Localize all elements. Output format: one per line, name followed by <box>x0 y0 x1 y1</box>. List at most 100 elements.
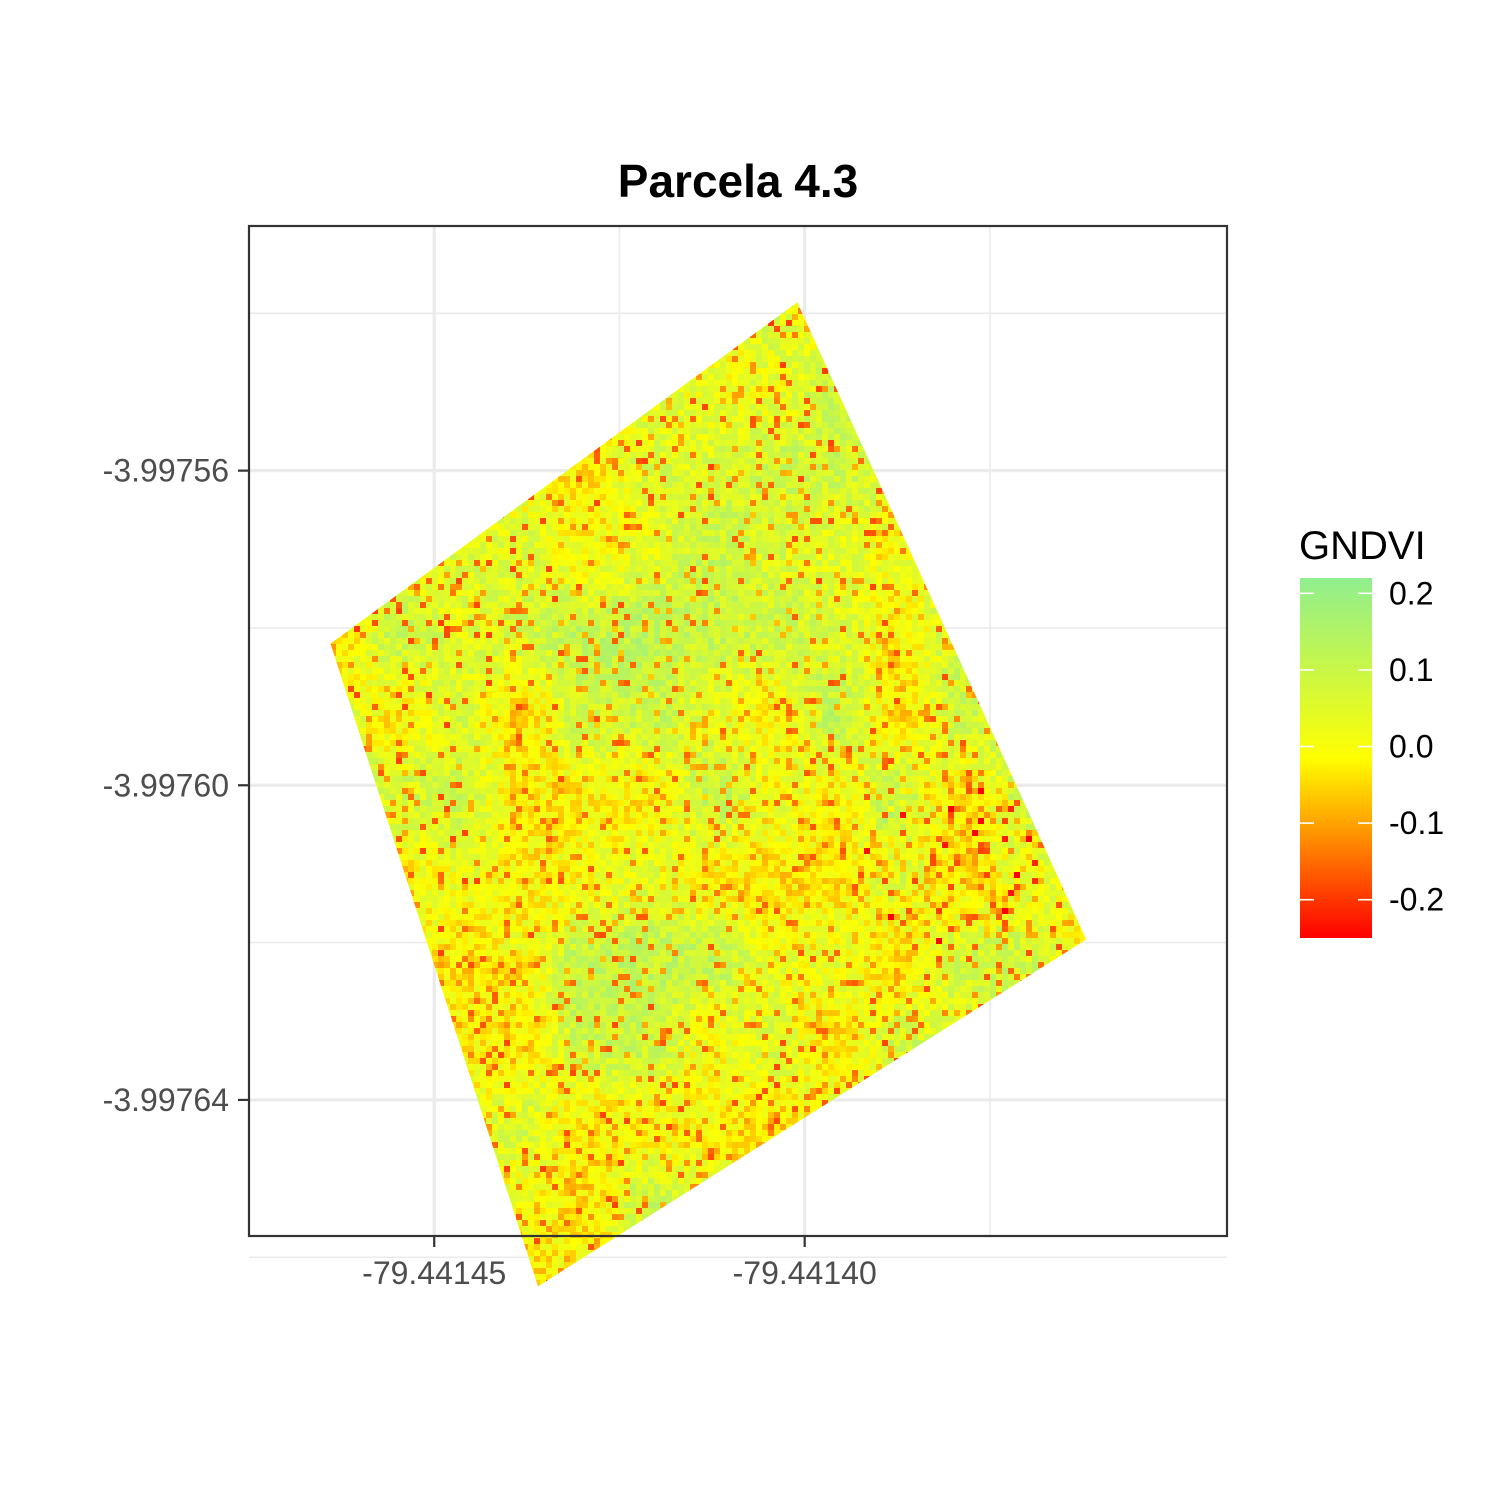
raster-cell <box>732 500 739 507</box>
raster-cell <box>780 314 787 321</box>
raster-cell <box>588 482 595 489</box>
raster-cell <box>828 518 835 525</box>
raster-cell <box>684 476 691 483</box>
raster-cell <box>702 494 709 501</box>
raster-cell <box>606 482 613 489</box>
raster-cell <box>786 506 793 513</box>
raster-cell <box>720 512 727 519</box>
raster-cell <box>756 350 763 357</box>
raster-cell <box>870 518 877 525</box>
raster-cell <box>600 494 607 501</box>
raster-cell <box>696 404 703 411</box>
raster-cell <box>678 506 685 513</box>
raster-cell <box>828 434 835 441</box>
raster-cell <box>780 470 787 477</box>
raster-cell <box>864 458 871 465</box>
raster-cell <box>582 524 589 531</box>
raster-cell <box>870 524 877 531</box>
raster-cell <box>618 524 625 531</box>
raster-cell <box>708 410 715 417</box>
raster-cell <box>792 380 799 387</box>
raster-cell <box>798 326 805 333</box>
raster-cell <box>786 428 793 435</box>
raster-cell <box>678 404 685 411</box>
raster-cell <box>696 374 703 381</box>
raster-cell <box>732 368 739 375</box>
raster-cell <box>612 524 619 531</box>
raster-cell <box>744 440 751 447</box>
raster-cell <box>804 512 811 519</box>
raster-cell <box>636 518 643 525</box>
raster-cell <box>774 500 781 507</box>
raster-cell <box>738 374 745 381</box>
raster-cell <box>822 404 829 411</box>
raster-cell <box>492 530 499 537</box>
raster-cell <box>774 488 781 495</box>
raster-cell <box>558 494 565 501</box>
raster-cell <box>654 506 661 513</box>
raster-cell <box>810 494 817 501</box>
raster-cell <box>804 482 811 489</box>
raster-cell <box>672 416 679 423</box>
raster-cell <box>588 458 595 465</box>
raster-cell <box>558 488 565 495</box>
raster-cell <box>612 458 619 465</box>
raster-cell <box>696 512 703 519</box>
raster-cell <box>786 458 793 465</box>
raster-cell <box>774 530 781 537</box>
raster-cell <box>870 470 877 477</box>
raster-cell <box>732 434 739 441</box>
raster-cell <box>786 344 793 351</box>
raster-cell <box>756 506 763 513</box>
raster-cell <box>558 500 565 507</box>
raster-cell <box>804 500 811 507</box>
raster-cell <box>720 446 727 453</box>
raster-cell <box>708 434 715 441</box>
raster-cell <box>876 518 883 525</box>
raster-cell <box>684 386 691 393</box>
raster-cell <box>744 404 751 411</box>
raster-cell <box>792 440 799 447</box>
raster-cell <box>786 482 793 489</box>
raster-cell <box>612 470 619 477</box>
raster-cell <box>828 446 835 453</box>
raster-cell <box>648 494 655 501</box>
raster-cell <box>678 434 685 441</box>
raster-cell <box>804 428 811 435</box>
raster-cell <box>606 494 613 501</box>
raster-cell <box>792 446 799 453</box>
raster-cell <box>816 500 823 507</box>
raster-cell <box>864 470 871 477</box>
raster-cell <box>678 464 685 471</box>
raster-cell <box>600 482 607 489</box>
raster-cell <box>846 470 853 477</box>
raster-cell <box>570 530 577 537</box>
raster-cell <box>708 506 715 513</box>
raster-cell <box>636 464 643 471</box>
raster-cell <box>744 464 751 471</box>
raster-cell <box>798 314 805 321</box>
raster-cell <box>678 428 685 435</box>
raster-cell <box>792 422 799 429</box>
raster-cell <box>858 476 865 483</box>
raster-cell <box>564 470 571 477</box>
raster-cell <box>708 416 715 423</box>
raster-cell <box>678 476 685 483</box>
raster-cell <box>624 446 631 453</box>
raster-cell <box>714 440 721 447</box>
raster-cell <box>708 452 715 459</box>
raster-cell <box>564 500 571 507</box>
raster-cell <box>744 452 751 459</box>
raster-cell <box>804 524 811 531</box>
raster-cell <box>738 482 745 489</box>
raster-cell <box>756 362 763 369</box>
raster-cell <box>630 470 637 477</box>
raster-cell <box>846 446 853 453</box>
raster-cell <box>678 530 685 537</box>
raster-cell <box>540 524 547 531</box>
raster-cell <box>822 386 829 393</box>
raster-cell <box>726 476 733 483</box>
raster-cell <box>810 482 817 489</box>
raster-cell <box>846 506 853 513</box>
raster-cell <box>798 404 805 411</box>
